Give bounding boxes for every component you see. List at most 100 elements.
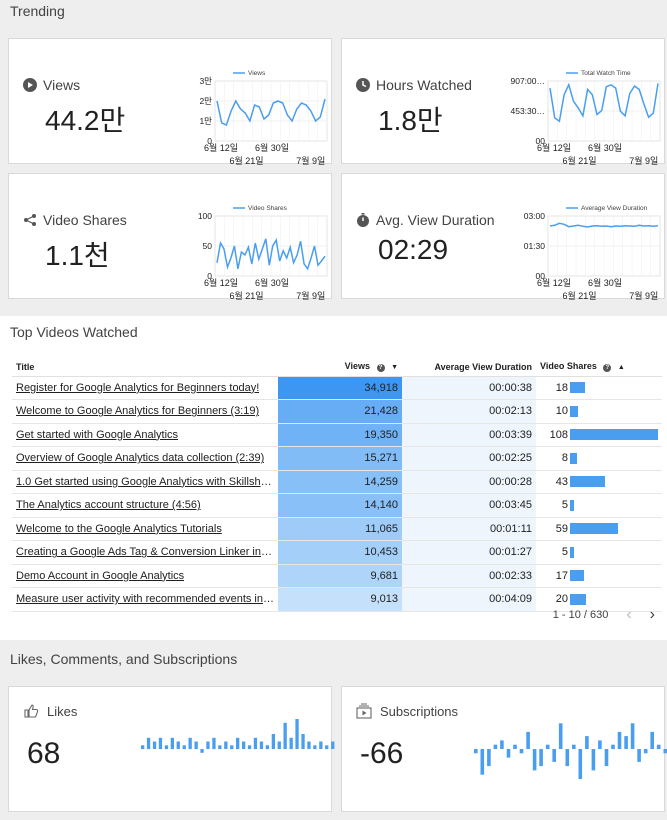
x-tick-label: 6월 12일 bbox=[204, 142, 238, 153]
legend-label: Video Shares bbox=[248, 205, 288, 212]
x-tick-label: 7월 9일 bbox=[629, 155, 658, 166]
sort-asc-icon[interactable]: ▲ bbox=[617, 364, 625, 372]
bar bbox=[212, 737, 216, 750]
kpi-card-hours[interactable]: Hours Watched 1.8만 907:00… 453:30… 00 Total… bbox=[341, 38, 665, 166]
video-shares-value: 5 bbox=[561, 499, 568, 512]
kpi-value-hours: 1.8만 bbox=[378, 105, 443, 136]
video-shares-bar bbox=[570, 570, 584, 582]
video-title-link[interactable]: The Analytics account structure (4:56) bbox=[16, 499, 201, 512]
kpi-label-views: Views bbox=[43, 77, 81, 93]
bar bbox=[146, 737, 151, 750]
video-shares-cell: 10 bbox=[536, 399, 662, 424]
video-title-link[interactable]: Register for Google Analytics for Beginn… bbox=[16, 381, 260, 394]
table-row[interactable]: Creating a Google Ads Tag & Conversion L… bbox=[12, 540, 662, 565]
video-title-link[interactable]: Measure user activity with recommended e… bbox=[16, 593, 274, 606]
video-shares-bar bbox=[570, 476, 605, 488]
bar bbox=[182, 745, 186, 750]
bar bbox=[604, 749, 609, 767]
x-tick-label: 6월 21일 bbox=[562, 155, 596, 166]
video-title-link[interactable]: Get started with Google Analytics bbox=[16, 428, 179, 441]
bar bbox=[313, 745, 317, 750]
views-cell: 11,065 bbox=[278, 517, 402, 541]
y-tick-label: 0 bbox=[207, 271, 212, 281]
table-row[interactable]: Get started with Google Analytics 19,350 0… bbox=[12, 423, 662, 447]
kpi-value-avd: 02:29 bbox=[378, 234, 449, 265]
video-shares-value: 18 bbox=[555, 381, 568, 394]
avg-view-duration-cell: 00:03:45 bbox=[402, 493, 536, 518]
table-row[interactable]: 1.0 Get started using Google Analytics w… bbox=[12, 470, 662, 494]
video-shares-bar bbox=[570, 429, 658, 441]
share-icon bbox=[24, 214, 36, 226]
video-title-link[interactable]: Creating a Google Ads Tag & Conversion L… bbox=[16, 546, 274, 559]
column-header-title[interactable]: Title bbox=[12, 358, 278, 377]
subscriptions-card[interactable]: Subscriptions -66 bbox=[341, 686, 667, 812]
column-header-shares[interactable]: Video Shares ? ▲ bbox=[536, 358, 662, 377]
bar bbox=[158, 737, 163, 750]
kpi-card-avd[interactable]: Avg. View Duration 02:29 03:00 01:30 00 Ave… bbox=[341, 173, 665, 301]
kpi-value-shares: 1.1천 bbox=[45, 240, 110, 271]
video-title-link[interactable]: Welcome to Google Analytics for Beginner… bbox=[16, 405, 260, 418]
likes-card[interactable]: Likes 68 bbox=[8, 686, 335, 812]
bar bbox=[164, 745, 169, 750]
video-title-cell: Register for Google Analytics for Beginn… bbox=[12, 376, 278, 400]
video-shares-value: 17 bbox=[555, 569, 568, 582]
bar bbox=[170, 737, 174, 750]
table-row[interactable]: Demo Account in Google Analytics 9,681 00:… bbox=[12, 564, 662, 588]
bar bbox=[230, 745, 234, 750]
video-shares-cell: 8 bbox=[536, 446, 662, 471]
video-title-cell: Welcome to Google Analytics for Beginner… bbox=[12, 399, 278, 424]
bar bbox=[637, 749, 641, 762]
sparkline-hours: 907:00… 453:30… 00 Total Watch Time 6월 12일 6월… bbox=[511, 70, 661, 166]
bar bbox=[236, 737, 240, 750]
views-cell: 9,013 bbox=[278, 587, 402, 612]
bar bbox=[188, 737, 192, 750]
table-row[interactable]: Register for Google Analytics for Beginn… bbox=[12, 376, 662, 400]
series-line bbox=[216, 98, 326, 127]
bar bbox=[500, 740, 504, 749]
y-tick-label: 0 bbox=[207, 136, 212, 146]
video-title-link[interactable]: 1.0 Get started using Google Analytics w… bbox=[16, 475, 274, 488]
table-row[interactable]: Welcome to the Google Analytics Tutorial… bbox=[12, 517, 662, 541]
bar bbox=[650, 731, 654, 749]
kpi-value-views: 44.2만 bbox=[45, 105, 126, 136]
next-page-icon[interactable]: › bbox=[649, 606, 655, 623]
table-row[interactable]: The Analytics account structure (4:56) 14… bbox=[12, 493, 662, 518]
subscriptions-label: Subscriptions bbox=[380, 703, 459, 719]
bar bbox=[480, 749, 485, 775]
prev-page-icon[interactable]: ‹ bbox=[626, 606, 632, 623]
column-header-avd[interactable]: Average View Duration bbox=[402, 358, 536, 377]
views-cell: 34,918 bbox=[278, 376, 402, 400]
y-tick-label: 2만 bbox=[199, 96, 212, 106]
table-row[interactable]: Measure user activity with recommended e… bbox=[12, 587, 662, 612]
subscriptions-icon bbox=[356, 703, 372, 719]
video-title-link[interactable]: Demo Account in Google Analytics bbox=[16, 569, 185, 582]
video-shares-bar bbox=[570, 546, 575, 558]
likes-label: Likes bbox=[47, 703, 78, 719]
kpi-card-shares[interactable]: Video Shares 1.1천 100 50 0 Video Shares 6월 1… bbox=[8, 173, 332, 301]
views-cell: 15,271 bbox=[278, 446, 402, 471]
sort-desc-icon[interactable]: ▼ bbox=[391, 364, 398, 372]
table-row[interactable]: Overview of Google Analytics data collec… bbox=[12, 446, 662, 471]
kpi-label-hours: Hours Watched bbox=[376, 77, 472, 93]
video-shares-bar bbox=[570, 499, 575, 511]
bar bbox=[259, 741, 264, 749]
thumb-up-icon bbox=[24, 704, 39, 718]
table-row[interactable]: Welcome to Google Analytics for Beginner… bbox=[12, 399, 662, 424]
x-tick-label: 6월 30일 bbox=[588, 277, 622, 288]
top-videos-table-body: Register for Google Analytics for Beginn… bbox=[12, 376, 662, 612]
avg-view-duration-cell: 00:00:38 bbox=[402, 376, 536, 400]
top-videos-title: Top Videos Watched bbox=[10, 324, 138, 340]
column-header-views[interactable]: Views ? ▼ bbox=[278, 358, 402, 377]
pagination: 1 - 10 / 630 ‹ › bbox=[553, 606, 655, 624]
kpi-card-views[interactable]: Views 44.2만 3만 2만 1만 0 Views 6월 12일 6월 30일 6월 2… bbox=[8, 38, 332, 166]
bar bbox=[630, 723, 635, 749]
video-title-link[interactable]: Overview of Google Analytics data collec… bbox=[16, 452, 265, 465]
help-icon: ? bbox=[376, 364, 385, 373]
x-tick-label: 6월 12일 bbox=[204, 277, 238, 288]
avg-view-duration-cell: 00:01:27 bbox=[402, 540, 536, 565]
video-shares-cell: 108 bbox=[536, 423, 662, 447]
video-title-cell: 1.0 Get started using Google Analytics w… bbox=[12, 470, 278, 494]
x-tick-label: 6월 12일 bbox=[537, 142, 571, 153]
video-title-link[interactable]: Welcome to the Google Analytics Tutorial… bbox=[16, 522, 222, 535]
x-tick-label: 7월 9일 bbox=[296, 155, 325, 166]
